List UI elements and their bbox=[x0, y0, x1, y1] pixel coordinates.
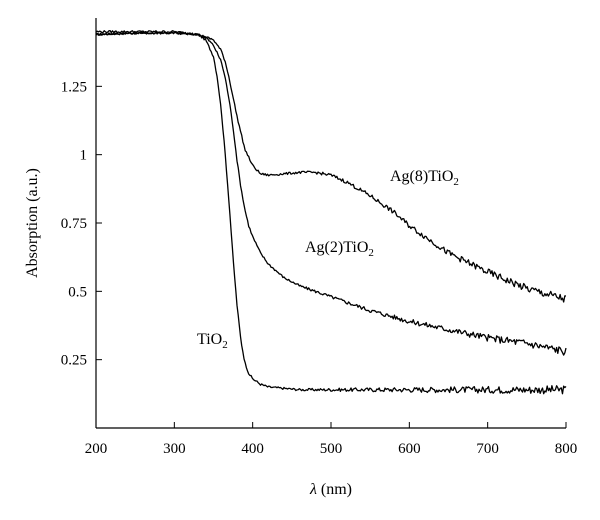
x-axis-symbol: λ bbox=[309, 481, 317, 498]
x-tick-label: 300 bbox=[163, 441, 186, 457]
series-line-ag2tio2 bbox=[95, 31, 567, 356]
x-tick-label: 200 bbox=[85, 441, 108, 457]
series-label-ag8tio2-main: Ag(8)TiO bbox=[390, 168, 453, 185]
x-ticks: 200 300 400 500 600 700 800 bbox=[85, 422, 578, 457]
x-tick-label: 400 bbox=[241, 441, 264, 457]
series-label-ag2tio2-main: Ag(2)TiO bbox=[305, 239, 368, 256]
x-tick-label: 600 bbox=[398, 441, 421, 457]
y-tick-label: 0.5 bbox=[68, 284, 87, 300]
y-ticks: 0.25 0.5 0.75 1 1.25 bbox=[61, 79, 102, 369]
series-label-tio2-main: TiO bbox=[197, 331, 222, 348]
x-tick-label: 500 bbox=[320, 441, 343, 457]
series-line-ag8tio2 bbox=[95, 29, 567, 303]
x-axis-unit: (nm) bbox=[317, 481, 352, 498]
x-axis-label: λ (nm) bbox=[309, 481, 352, 498]
y-axis-label: Absorption (a.u.) bbox=[24, 168, 41, 278]
series-label-tio2: TiO2 bbox=[197, 331, 228, 351]
y-tick-label: 1.25 bbox=[61, 79, 87, 95]
y-tick-label: 0.25 bbox=[61, 353, 87, 369]
series-lines bbox=[95, 29, 567, 395]
series-label-ag8tio2-sub: 2 bbox=[453, 176, 459, 188]
series-label-ag8tio2: Ag(8)TiO2 bbox=[390, 168, 459, 188]
x-tick-label: 700 bbox=[476, 441, 499, 457]
y-tick-label: 0.75 bbox=[61, 216, 87, 232]
y-tick-label: 1 bbox=[80, 148, 88, 164]
series-label-tio2-sub: 2 bbox=[222, 339, 228, 351]
plot-frame bbox=[95, 18, 566, 429]
x-tick-label: 800 bbox=[555, 441, 578, 457]
series-label-ag2tio2-sub: 2 bbox=[368, 247, 374, 259]
series-label-ag2tio2: Ag(2)TiO2 bbox=[305, 239, 374, 259]
